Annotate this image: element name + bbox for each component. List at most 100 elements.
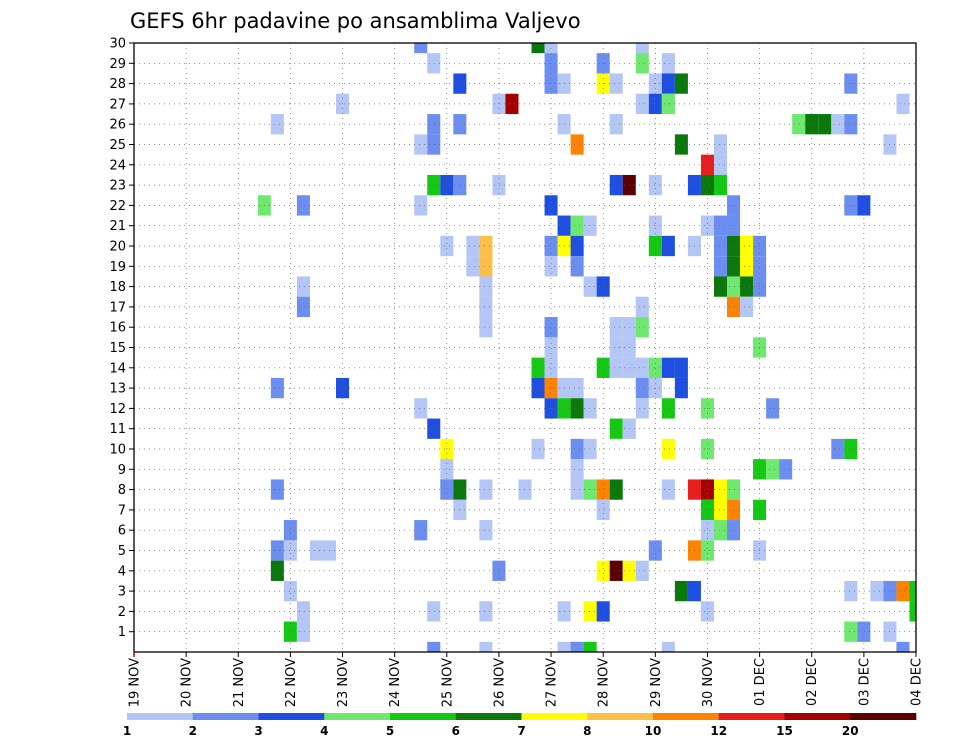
precip-cell [557, 641, 571, 652]
precip-cell [570, 438, 584, 460]
precip-cell [648, 357, 662, 378]
y-tick-label: 14 [109, 361, 126, 376]
precip-cell [844, 580, 858, 602]
y-tick-label: 13 [109, 382, 126, 397]
precip-cell [609, 479, 623, 500]
precip-cell [870, 580, 884, 602]
precip-cell [283, 520, 297, 541]
x-axis: 19 NOV 20 NOV 21 NOV 22 NOV 23 NOV 24 NOV 25 N… [128, 652, 925, 707]
colorbar-swatch [324, 713, 391, 720]
precip-cell [531, 377, 545, 399]
precip-cell [727, 215, 741, 236]
precip-cell [609, 317, 623, 338]
precip-cell [427, 134, 441, 155]
colorbar-label: 2 [189, 724, 197, 738]
precip-cell [635, 93, 649, 115]
y-tick-label: 12 [109, 402, 126, 417]
precip-cell [844, 73, 858, 94]
x-tick-label: 27 NOV [545, 658, 560, 707]
precip-cell [414, 134, 428, 155]
precip-cell [674, 134, 688, 155]
precip-cell [479, 296, 493, 318]
precip-cell [596, 601, 610, 622]
precip-cell [713, 520, 728, 541]
precip-cell [544, 317, 558, 338]
precip-cell [296, 276, 310, 297]
precip-cell [896, 93, 910, 115]
precip-cell [427, 53, 441, 74]
y-tick-label: 8 [118, 483, 126, 498]
precip-cell [570, 641, 584, 652]
colorbar-swatch [127, 713, 194, 720]
precip-cell [296, 296, 310, 318]
precip-cell [283, 580, 297, 602]
precip-cell [740, 235, 754, 257]
y-tick-label: 19 [109, 260, 126, 275]
precip-cell [270, 479, 284, 500]
precip-cell [270, 540, 284, 561]
precip-cell [270, 560, 284, 581]
precip-cell [909, 580, 916, 602]
precip-cell [570, 134, 584, 155]
precip-cell [544, 235, 558, 257]
precip-cell [635, 377, 649, 399]
precip-cell [674, 377, 688, 399]
x-tick-label: 30 NOV [701, 658, 716, 707]
precip-cell [479, 317, 493, 338]
y-tick-label: 21 [109, 219, 126, 234]
x-tick-label: 04 DEC [910, 658, 925, 706]
precip-cell [531, 438, 545, 460]
precip-cell [479, 479, 493, 500]
precip-cell [492, 560, 506, 581]
x-tick-label: 22 NOV [284, 658, 299, 707]
x-tick-label: 21 NOV [232, 658, 247, 707]
precip-cell [635, 43, 649, 54]
precip-cell [661, 398, 675, 419]
precip-cell [427, 601, 441, 622]
precip-cell [661, 641, 675, 652]
precip-cell [648, 235, 662, 257]
precip-cell [609, 357, 623, 378]
precip-cell [740, 296, 754, 318]
precip-cell [414, 398, 428, 419]
precip-cell [713, 134, 728, 155]
y-tick-label: 18 [109, 280, 126, 295]
colorbar-label: 12 [710, 724, 727, 738]
colorbar-swatch [390, 713, 457, 720]
x-tick-label: 24 NOV [388, 658, 403, 707]
colorbar-label: 10 [645, 724, 662, 738]
precip-cell [570, 479, 584, 500]
precip-cell [713, 154, 728, 175]
precip-cell [427, 418, 441, 439]
colorbar-label: 3 [254, 724, 262, 738]
precip-cell [700, 540, 714, 561]
precip-cell [766, 398, 780, 419]
chart-title: GEFS 6hr padavine po ansamblima Valjevo [130, 9, 581, 33]
precip-cell [570, 235, 584, 257]
precip-cell [831, 438, 845, 460]
precip-cell [270, 377, 284, 399]
colorbar-label: 6 [452, 724, 460, 738]
precip-cell [713, 276, 728, 297]
precip-cell [909, 601, 916, 622]
precip-cell [635, 398, 649, 419]
colorbar-swatch [521, 713, 588, 720]
precip-cell [583, 641, 597, 652]
precip-cell [661, 235, 675, 257]
x-tick-label: 20 NOV [180, 658, 195, 707]
precip-cell [609, 174, 623, 196]
precip-cell [674, 580, 688, 602]
precip-cell [727, 520, 741, 541]
colorbar-swatch [587, 713, 654, 720]
y-tick-label: 5 [118, 544, 126, 559]
precip-cell [661, 357, 675, 378]
precip-cell [544, 256, 558, 277]
colorbar-swatch [455, 713, 522, 720]
precip-cell [727, 195, 741, 216]
precip-cell [635, 317, 649, 338]
precip-cell [713, 174, 728, 196]
y-tick-label: 17 [109, 300, 126, 315]
precip-cell [700, 154, 714, 175]
precip-cell [609, 114, 623, 135]
x-tick-label: 25 NOV [440, 658, 455, 707]
